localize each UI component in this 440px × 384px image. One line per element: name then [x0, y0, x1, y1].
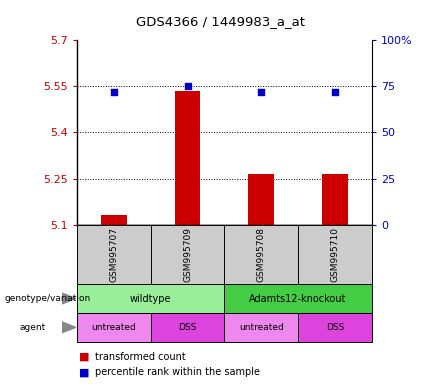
Polygon shape: [62, 322, 76, 333]
Point: [331, 89, 338, 95]
Text: GSM995709: GSM995709: [183, 227, 192, 282]
Text: ■: ■: [79, 367, 90, 377]
Text: ■: ■: [79, 352, 90, 362]
Bar: [175, 91, 201, 225]
Bar: [322, 174, 348, 225]
Text: GSM995710: GSM995710: [330, 227, 339, 282]
Text: DSS: DSS: [178, 323, 197, 332]
Bar: [248, 174, 274, 225]
Text: genotype/variation: genotype/variation: [4, 294, 91, 303]
Text: untreated: untreated: [239, 323, 284, 332]
Bar: [101, 215, 127, 225]
Point: [110, 89, 117, 95]
Text: agent: agent: [20, 323, 46, 332]
Text: untreated: untreated: [92, 323, 136, 332]
Text: transformed count: transformed count: [95, 352, 185, 362]
Text: DSS: DSS: [326, 323, 344, 332]
Text: Adamts12-knockout: Adamts12-knockout: [249, 293, 347, 304]
Text: GSM995708: GSM995708: [257, 227, 266, 282]
Text: wildtype: wildtype: [130, 293, 172, 304]
Text: GSM995707: GSM995707: [110, 227, 118, 282]
Text: GDS4366 / 1449983_a_at: GDS4366 / 1449983_a_at: [136, 15, 304, 28]
Polygon shape: [62, 293, 76, 304]
Point: [258, 89, 265, 95]
Text: percentile rank within the sample: percentile rank within the sample: [95, 367, 260, 377]
Point: [184, 83, 191, 89]
